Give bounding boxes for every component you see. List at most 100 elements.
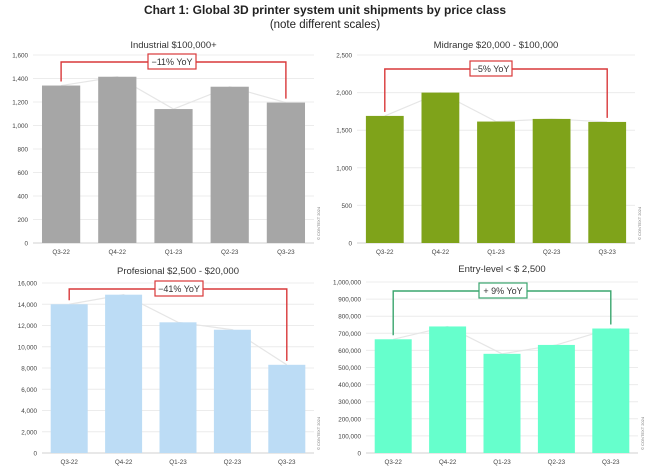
bar-Q2-23	[210, 86, 249, 243]
yoy-label: + 9% YoY	[483, 286, 522, 296]
y-tick-label: 500	[341, 203, 352, 210]
chart-title: Profesional $2,500 - $20,000	[117, 266, 239, 277]
x-tick-label: Q3-23	[598, 249, 616, 256]
x-tick-label: Q3-23	[602, 459, 620, 466]
chart-panel-4: Entry-level < $ 2,500 0 100,000 200,000 300,…	[333, 264, 645, 466]
yoy-label: −41% YoY	[158, 284, 200, 294]
x-tick-label: Q4-22	[432, 249, 450, 256]
x-tick-label: Q4-22	[109, 249, 127, 256]
bar-Q4-22	[98, 76, 137, 243]
y-tick-label: 900,000	[338, 297, 361, 304]
y-tick-label: 4,000	[21, 408, 37, 415]
chart-title: Midrange $20,000 - $100,000	[434, 40, 559, 51]
y-tick-label: 600	[17, 170, 28, 177]
x-tick-label: Q2-23	[548, 459, 566, 466]
x-tick-label: Q4-22	[439, 459, 457, 466]
copyright-label: © CONTEXT 2024	[637, 206, 642, 240]
y-tick-label: 1,500	[336, 128, 352, 135]
bar-Q3-22	[50, 304, 88, 453]
y-tick-label: 14,000	[18, 302, 38, 309]
bar-Q3-22	[374, 339, 412, 453]
y-tick-label: 700,000	[338, 331, 361, 338]
y-tick-label: 1,000	[336, 165, 352, 172]
x-tick-label: Q1-23	[487, 249, 505, 256]
x-tick-label: Q3-23	[278, 459, 296, 466]
y-tick-label: 100,000	[338, 433, 361, 440]
y-tick-label: 6,000	[21, 387, 37, 394]
y-tick-label: 1,000,000	[333, 280, 362, 287]
y-tick-label: 600,000	[338, 348, 361, 355]
y-tick-label: 400,000	[338, 382, 361, 389]
x-tick-label: Q2-23	[224, 459, 242, 466]
bar-Q2-23	[537, 344, 575, 453]
y-tick-label: 0	[33, 451, 37, 458]
x-tick-label: Q2-23	[221, 249, 239, 256]
x-tick-label: Q1-23	[493, 459, 511, 466]
y-tick-label: 2,000	[21, 429, 37, 436]
chart-panel-3: Profesional $2,500 - $20,000 0 2,000 4,000 6…	[18, 266, 321, 466]
x-tick-label: Q3-22	[60, 459, 78, 466]
y-tick-label: 2,500	[336, 53, 352, 60]
y-tick-label: 12,000	[18, 323, 38, 330]
x-tick-label: Q1-23	[169, 459, 187, 466]
x-tick-label: Q2-23	[543, 249, 561, 256]
bar-Q4-22	[105, 294, 143, 453]
x-tick-label: Q3-22	[384, 459, 402, 466]
bar-Q3-23	[592, 328, 630, 453]
trend-line	[384, 91, 608, 123]
y-tick-label: 1,400	[12, 76, 28, 83]
bar-Q1-23	[483, 353, 521, 453]
x-tick-label: Q3-22	[52, 249, 70, 256]
figure-title: Chart 1: Global 3D printer system unit s…	[143, 3, 507, 17]
y-tick-label: 300,000	[338, 399, 361, 406]
y-tick-label: 500,000	[338, 365, 361, 372]
copyright-label: © CONTEXT 2024	[316, 416, 321, 450]
chart-title: Industrial $100,000+	[130, 40, 217, 51]
y-tick-label: 0	[348, 241, 352, 248]
chart-title: Entry-level < $ 2,500	[458, 264, 545, 275]
trend-line	[393, 325, 611, 355]
bar-Q4-22	[429, 326, 467, 453]
chart-panel-2: Midrange $20,000 - $100,000 0 500 1,000 1,50…	[336, 40, 642, 256]
y-tick-label: 2,000	[336, 90, 352, 97]
trend-line	[61, 76, 287, 110]
yoy-label-box	[147, 53, 197, 70]
bar-Q2-23	[213, 329, 251, 453]
copyright-label: © CONTEXT 2024	[640, 416, 645, 450]
y-tick-label: 10,000	[18, 344, 38, 351]
bar-Q1-23	[154, 109, 193, 243]
yoy-label-box	[469, 60, 513, 77]
bar-Q3-23	[268, 364, 306, 453]
y-tick-label: 8,000	[21, 366, 37, 373]
y-tick-label: 800,000	[338, 314, 361, 321]
figure-subtitle: (note different scales)	[269, 19, 381, 31]
x-tick-label: Q4-22	[115, 459, 133, 466]
bar-Q3-23	[266, 102, 306, 244]
bar-Q3-22	[365, 115, 404, 243]
y-tick-label: 1,200	[12, 100, 28, 107]
bar-Q3-22	[41, 85, 81, 243]
chart-panel-1: Industrial $100,000+ 0 200 400 600 800 1,000 1,…	[12, 40, 321, 256]
bar-Q1-23	[159, 322, 197, 453]
yoy-label-box	[478, 282, 528, 299]
y-tick-label: 200	[17, 217, 28, 224]
yoy-label: −5% YoY	[473, 64, 510, 74]
y-tick-label: 1,600	[12, 53, 28, 60]
bar-Q2-23	[532, 118, 571, 243]
y-tick-label: 200,000	[338, 416, 361, 423]
bar-Q1-23	[477, 121, 515, 243]
copyright-label: © CONTEXT 2024	[316, 206, 321, 240]
yoy-label-box	[154, 280, 204, 297]
y-tick-label: 800	[17, 147, 28, 154]
y-tick-label: 1,000	[12, 123, 28, 130]
x-tick-label: Q3-23	[277, 249, 295, 256]
x-tick-label: Q1-23	[165, 249, 183, 256]
y-tick-label: 0	[24, 241, 28, 248]
bar-Q3-23	[588, 121, 627, 243]
yoy-label: −11% YoY	[151, 57, 192, 67]
y-tick-label: 16,000	[18, 281, 38, 288]
y-tick-label: 400	[17, 194, 28, 201]
bar-Q4-22	[421, 92, 460, 243]
x-tick-label: Q3-22	[376, 249, 394, 256]
